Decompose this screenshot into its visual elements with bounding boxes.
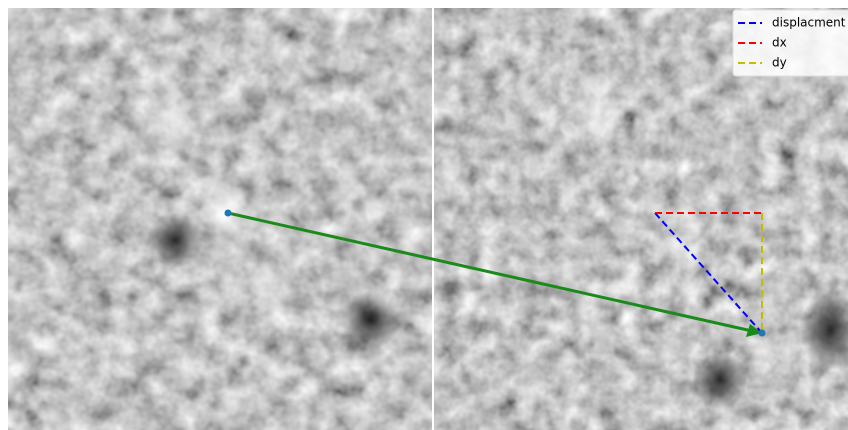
left-image — [8, 8, 432, 430]
legend-label: displacment — [772, 16, 846, 30]
keypoint — [759, 330, 766, 337]
legend-label: dx — [772, 36, 787, 50]
legend-label: dy — [772, 56, 787, 70]
legend: displacment dx dy — [733, 10, 848, 76]
keypoint — [225, 210, 232, 217]
figure: displacment dx dy — [0, 0, 848, 430]
